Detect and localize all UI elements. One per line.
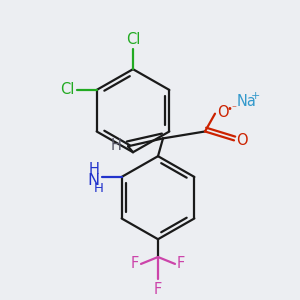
Text: Na: Na (237, 94, 257, 109)
Text: H: H (94, 182, 104, 195)
Text: •⁻: •⁻ (226, 104, 237, 114)
Text: H: H (89, 161, 100, 176)
Text: F: F (131, 256, 139, 272)
Text: Cl: Cl (126, 32, 140, 47)
Text: F: F (154, 282, 162, 297)
Text: Cl: Cl (60, 82, 75, 98)
Text: +: + (251, 91, 260, 101)
Text: H: H (111, 138, 122, 153)
Text: O: O (236, 133, 248, 148)
Text: F: F (177, 256, 185, 272)
Text: N: N (88, 173, 100, 188)
Text: O: O (217, 105, 229, 120)
